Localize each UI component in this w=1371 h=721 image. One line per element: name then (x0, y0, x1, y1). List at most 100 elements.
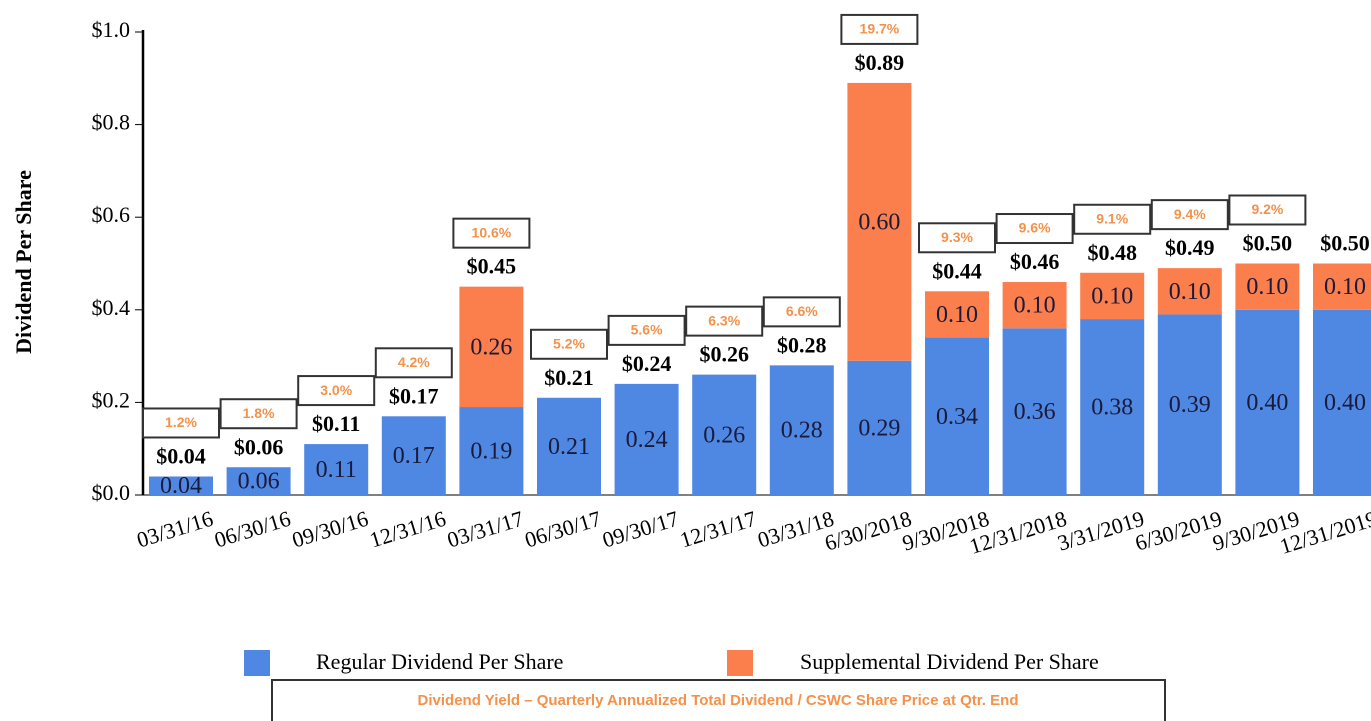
x-tick-label: 06/30/17 (522, 506, 604, 553)
yield-label: 5.6% (631, 322, 663, 338)
total-label: $0.21 (544, 365, 594, 390)
x-tick-label: 03/31/17 (444, 506, 526, 553)
bar-segment (847, 360, 912, 495)
yield-box (840, 13, 919, 45)
total-label: $0.48 (1087, 240, 1137, 265)
segment-label: 0.40 (1246, 390, 1288, 416)
yield-box (1150, 199, 1229, 231)
bar-segment (226, 467, 291, 495)
total-label: $0.11 (312, 411, 360, 436)
yield-label: 9.6% (1019, 220, 1051, 236)
total-label: $0.06 (234, 434, 284, 459)
total-label: $0.26 (699, 342, 749, 367)
bar-segment (1313, 263, 1371, 310)
segment-label: 0.21 (548, 434, 590, 460)
yield-label: 4.2% (398, 354, 430, 370)
segment-label: 0.04 (160, 473, 202, 499)
yield-box (142, 407, 220, 439)
bar-segment (459, 286, 524, 408)
bar-segment (149, 476, 213, 495)
y-tick-label: $1.0 (92, 17, 131, 42)
segment-label: 0.34 (936, 404, 978, 430)
legend-label: Supplemental Dividend Per Share (800, 649, 1099, 674)
bar-segment (1235, 263, 1300, 310)
bar-segment (847, 82, 912, 361)
yield-box (530, 328, 608, 360)
bar-segment (1157, 268, 1222, 315)
yield-box (452, 217, 531, 249)
segment-label: 0.29 (858, 415, 900, 441)
total-label: $0.89 (855, 50, 905, 75)
total-label: $0.17 (389, 383, 439, 408)
bar-segment (1313, 309, 1371, 495)
yield-label: 6.3% (708, 312, 740, 328)
bar-segment (1235, 309, 1300, 495)
segment-label: 0.10 (1246, 274, 1288, 300)
bar-segment (459, 407, 524, 495)
y-tick-label: $0.6 (92, 202, 131, 227)
segment-label: 0.38 (1091, 395, 1133, 421)
yield-label: 5.2% (553, 335, 585, 351)
total-label: $0.44 (932, 258, 982, 283)
yield-label: 9.1% (1096, 210, 1128, 226)
yield-label: 3.0% (320, 382, 352, 398)
yield-box (219, 398, 298, 430)
bar-segment (304, 444, 369, 495)
yield-box (607, 314, 686, 346)
legend-swatch (244, 650, 270, 676)
x-tick-label: 09/30/17 (599, 506, 681, 553)
bar-segment (1157, 314, 1222, 495)
segment-label: 0.36 (1014, 399, 1056, 425)
segment-label: 0.39 (1169, 392, 1211, 418)
total-label: $0.50 (1320, 231, 1370, 256)
x-tick-label: 12/31/17 (677, 506, 759, 553)
x-tick-label: 12/31/16 (367, 506, 449, 553)
bar-segment (537, 397, 601, 495)
bar-segment (1002, 328, 1067, 495)
yield-label: 6.6% (786, 303, 818, 319)
total-label: $0.46 (1010, 249, 1060, 274)
segment-label: 0.24 (626, 427, 668, 453)
segment-label: 0.19 (470, 439, 512, 465)
yield-box (685, 305, 764, 337)
bar-segment (1002, 282, 1067, 329)
y-tick-label: $0.0 (92, 480, 131, 505)
bar-segment (381, 416, 446, 495)
total-label: $0.28 (777, 332, 827, 357)
yield-box (995, 213, 1074, 245)
segment-label: 0.17 (393, 443, 435, 469)
yield-box (918, 222, 996, 254)
x-tick-label: 03/31/16 (134, 506, 216, 553)
note-box (271, 679, 1166, 721)
bar-segment (692, 374, 757, 495)
yield-label: 19.7% (860, 21, 900, 37)
bar-segment (769, 365, 834, 495)
total-label: $0.04 (156, 444, 206, 469)
x-tick-label: 09/30/16 (289, 506, 371, 553)
yield-label: 10.6% (472, 224, 512, 240)
yield-box (762, 296, 841, 328)
yield-box (1073, 203, 1152, 235)
yield-label: 1.2% (165, 414, 197, 430)
yield-label: 9.2% (1251, 201, 1283, 217)
y-tick-label: $0.8 (92, 110, 131, 135)
segment-label: 0.40 (1324, 390, 1366, 416)
x-tick-label: 03/31/18 (755, 506, 837, 553)
yield-label: 9.3% (941, 229, 973, 245)
yield-box (1228, 194, 1307, 226)
yield-label: 1.8% (243, 405, 275, 421)
y-tick-label: $0.2 (92, 387, 131, 412)
segment-label: 0.26 (470, 334, 512, 360)
legend-swatch (727, 650, 753, 676)
bar-segment (614, 383, 679, 495)
bar-segment (925, 291, 989, 338)
yield-box (374, 347, 453, 379)
y-axis-label: Dividend Per Share (11, 170, 36, 354)
segment-label: 0.10 (1091, 283, 1133, 309)
segment-label: 0.28 (781, 418, 823, 444)
bar-segment (925, 337, 989, 495)
total-label: $0.45 (467, 254, 517, 279)
yield-label: 9.4% (1174, 206, 1206, 222)
segment-label: 0.60 (858, 209, 900, 235)
segment-label: 0.10 (1324, 274, 1366, 300)
